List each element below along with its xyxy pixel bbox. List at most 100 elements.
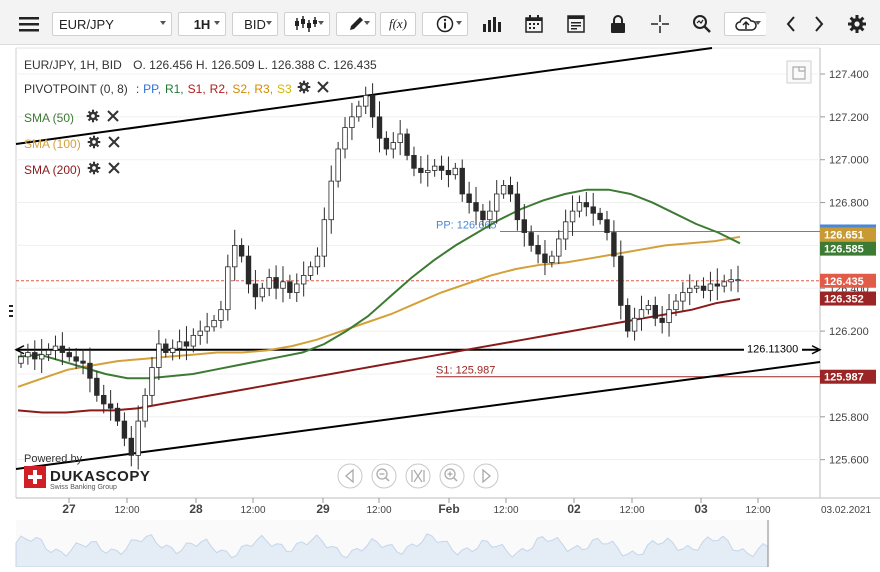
candle[interactable] [390,132,396,159]
candle[interactable] [176,329,183,360]
sma-settings-button[interactable] [86,109,100,126]
candle[interactable] [528,225,534,252]
candle[interactable] [280,266,286,303]
instrument-selector[interactable]: EUR/JPY [52,12,172,36]
candle[interactable] [273,265,279,300]
calendar-button[interactable] [520,12,548,36]
candle[interactable] [107,390,114,421]
candle[interactable] [549,250,555,268]
candle[interactable] [693,280,700,294]
scroll-left-button[interactable] [780,12,802,36]
candle[interactable] [163,338,169,358]
candle[interactable] [238,238,245,263]
sma-200-line[interactable] [17,298,741,414]
candle[interactable] [259,282,265,302]
candle[interactable] [32,340,38,370]
candle[interactable] [459,159,465,202]
candle[interactable] [18,351,24,369]
candle[interactable] [535,234,541,264]
candle[interactable] [514,181,521,231]
candle[interactable] [411,146,417,177]
candle[interactable] [700,277,707,299]
candle[interactable] [624,298,631,338]
candle[interactable] [666,294,672,337]
sma-legend-row[interactable]: SMA (100) [24,135,377,152]
candle[interactable] [473,186,479,226]
candle[interactable] [500,180,507,199]
scroll-right-button[interactable] [808,12,830,36]
candle[interactable] [714,268,721,301]
candle[interactable] [121,412,128,447]
candle[interactable] [583,192,590,217]
candle[interactable] [721,274,727,293]
sma-remove-button[interactable] [107,136,120,151]
candle[interactable] [562,209,569,250]
candle[interactable] [294,273,300,302]
indicators-button[interactable]: f(x) [380,12,416,36]
expand-button[interactable] [786,60,812,84]
lower-trend-line[interactable] [15,361,821,470]
pivot-legend[interactable]: PIVOTPOINT (0, 8) : PP, R1, S1, R2, S2, R3, S3 [24,80,377,97]
candle[interactable] [590,192,596,226]
price-chart[interactable]: 127.400127.200127.000126.800126.600126.4… [0,44,880,568]
candle[interactable] [252,270,259,310]
candle[interactable] [576,195,583,218]
candle[interactable] [149,357,155,405]
volume-button[interactable] [478,12,506,36]
price-type-selector[interactable]: BID [232,12,278,36]
candle[interactable] [659,306,665,334]
pivot-remove-button[interactable] [317,81,329,96]
sma-legend-row[interactable]: SMA (200) [24,161,377,178]
candle[interactable] [183,326,190,361]
candle[interactable] [169,339,176,361]
candle[interactable] [604,210,610,241]
left-resize-handle[interactable] [9,305,13,317]
candle[interactable] [87,347,93,393]
candle[interactable] [383,131,390,156]
zoom-button[interactable] [688,12,716,36]
candle[interactable] [142,388,148,428]
candle[interactable] [680,282,686,311]
candle[interactable] [645,300,652,315]
sma-50-line[interactable] [17,188,741,380]
settings-button[interactable] [844,12,870,36]
candle[interactable] [369,83,376,128]
candle[interactable] [466,181,472,214]
sma-settings-button[interactable] [87,135,101,152]
candle[interactable] [101,384,107,414]
candle[interactable] [687,274,693,306]
candle[interactable] [735,265,741,293]
candle[interactable] [494,180,500,224]
candle[interactable] [707,271,714,302]
candle[interactable] [218,300,224,329]
sma-legend-row[interactable]: SMA (50) [24,109,377,126]
candle[interactable] [80,348,86,375]
candle[interactable] [38,339,45,374]
candle[interactable] [114,402,121,426]
drawing-tools-button[interactable] [336,12,376,36]
chart-type-button[interactable] [284,12,330,36]
candle[interactable] [225,254,231,321]
candle[interactable] [328,165,334,234]
candle[interactable] [569,195,576,236]
candle[interactable] [128,426,135,467]
candle[interactable] [135,405,141,470]
nav-left-button[interactable] [337,463,363,489]
candle[interactable] [438,155,445,180]
sma-100-line[interactable] [17,235,741,388]
candle[interactable] [190,328,197,353]
reset-button[interactable] [405,463,431,489]
candle[interactable] [66,347,72,362]
candle[interactable] [321,207,328,268]
candle[interactable] [480,204,486,227]
candle[interactable] [25,343,31,365]
candle[interactable] [156,330,162,381]
candle[interactable] [452,162,459,180]
candle[interactable] [266,268,272,297]
candle[interactable] [487,200,493,230]
candle[interactable] [397,120,403,156]
candle[interactable] [652,296,658,327]
candle[interactable] [363,86,369,115]
candle[interactable] [418,156,424,184]
info-button[interactable] [422,12,468,36]
